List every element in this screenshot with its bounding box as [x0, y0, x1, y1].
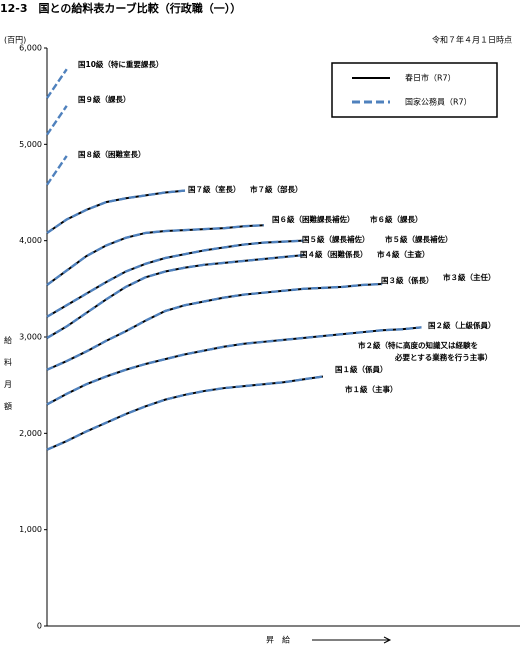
curve-label: 国８級（困難室長） — [78, 149, 146, 159]
y-tick-label: 5,000 — [19, 140, 42, 149]
chart-title: 12-3 国との給料表カーブ比較（行政職（一）） — [0, 1, 241, 15]
salary-curve — [46, 282, 383, 371]
y-unit: (百円) — [4, 36, 26, 45]
salary-curve — [46, 326, 422, 406]
curve-label: 市１級（主事） — [345, 384, 398, 394]
curve-label: 市３級（主任） — [443, 272, 496, 282]
salary-curve — [46, 105, 68, 136]
y-tick-label: 1,000 — [19, 525, 42, 534]
curve-label: 市４級（主査） — [377, 249, 430, 259]
y-axis-label: 給料月額 — [4, 335, 13, 424]
curve-label: 市６級（課長） — [370, 214, 423, 224]
curve-label: 国２級（上級係員） — [428, 320, 496, 330]
salary-curve — [46, 68, 68, 99]
salary-curve — [46, 375, 324, 451]
legend-box — [331, 62, 498, 118]
salary-curve — [46, 189, 186, 234]
curve-label: 国３級（係長） — [381, 275, 434, 285]
salary-curve — [46, 253, 304, 339]
curve-label: 必要とする業務を行う主事） — [394, 352, 492, 362]
salary-curve — [46, 239, 304, 318]
curve-label: 国９級（課長） — [78, 94, 131, 104]
legend-label: 国家公務員（R7） — [405, 97, 472, 107]
y-tick-label: 4,000 — [19, 236, 42, 245]
curve-label: 市７級（部長） — [250, 184, 303, 194]
legend-label: 春日市（R7） — [405, 73, 456, 83]
curve-label: 国５級（課長補佐） — [302, 234, 370, 244]
x-axis-label: 昇 給 — [266, 635, 290, 645]
salary-curve — [46, 189, 186, 234]
curve-label: 国４級（困難係長） — [300, 249, 368, 259]
salary-curve — [46, 375, 324, 451]
curve-label: 国７級（室長） — [188, 184, 241, 194]
y-tick-label: 2,000 — [19, 429, 42, 438]
curve-label: 国１級（係員） — [335, 364, 388, 374]
curve-label: 市２級（特に高度の知識又は経験を — [358, 340, 478, 350]
date-note: 令和７年４月１日時点 — [432, 35, 512, 45]
salary-curve — [46, 224, 264, 286]
y-tick-label: 6,000 — [19, 44, 42, 53]
y-tick-label: 3,000 — [19, 333, 42, 342]
salary-curve — [46, 254, 304, 339]
curve-label: 市５級（課長補佐） — [385, 234, 453, 244]
salary-curve — [46, 155, 68, 186]
x-arrow-head — [383, 636, 392, 644]
salary-curve — [46, 283, 383, 371]
y-tick-label: 0 — [37, 622, 42, 631]
salary-curve — [46, 224, 264, 286]
curve-label: 国６級（困難課長補佐） — [272, 214, 355, 224]
salary-curve — [46, 239, 304, 318]
curve-label: 国10級（特に重要課長） — [78, 59, 163, 69]
